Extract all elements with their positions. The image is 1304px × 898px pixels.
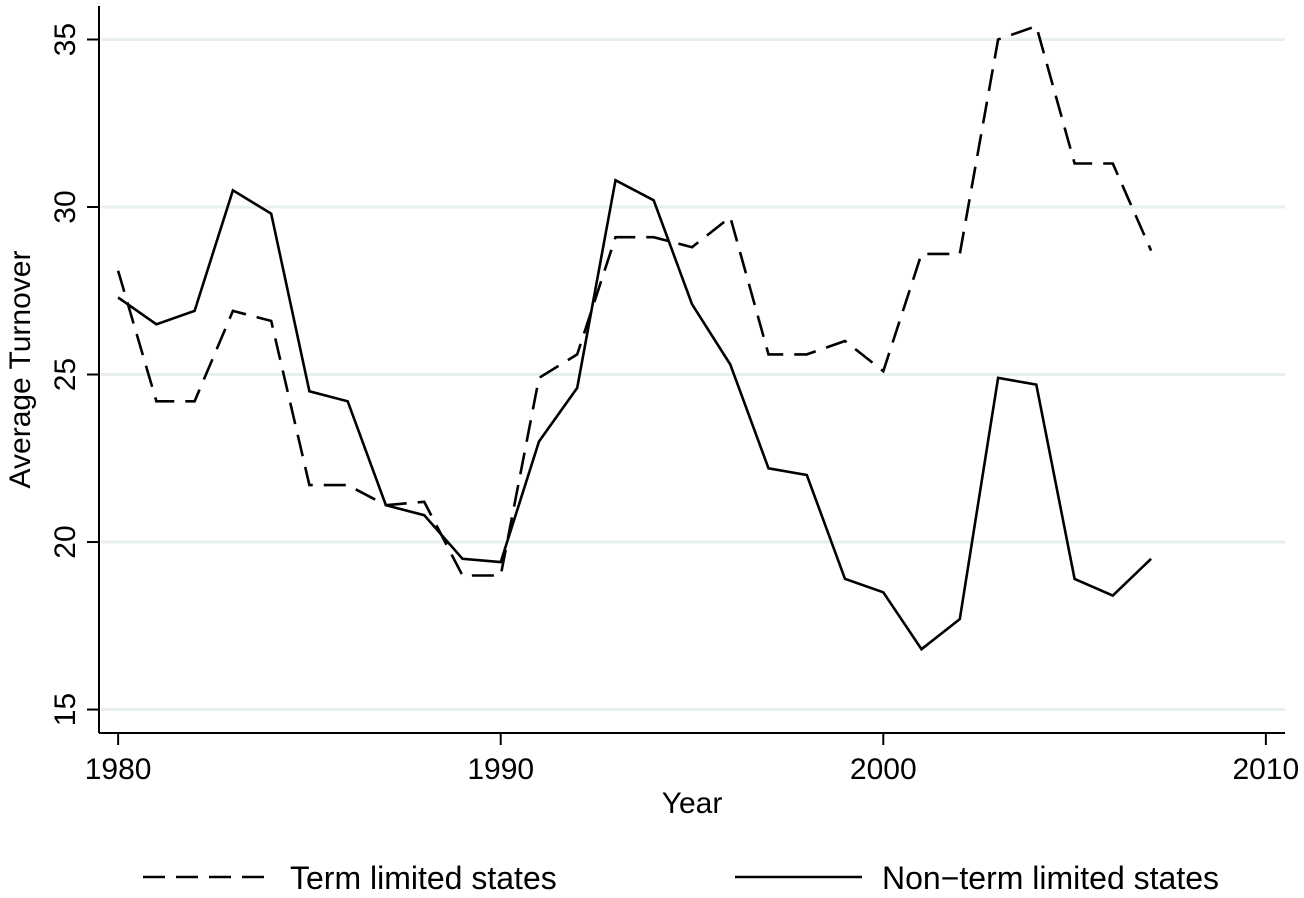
series-line-term-limited <box>116 24 1153 577</box>
series-line-non-term-limited <box>117 178 1153 652</box>
y-tick-label-20: 20 <box>49 525 82 558</box>
y-tick-label-25: 25 <box>49 358 82 391</box>
legend-label-term-limited: Term limited states <box>290 860 557 896</box>
x-tick-label-1980: 1980 <box>85 753 152 786</box>
gridlines <box>101 38 1285 712</box>
x-axis-title: Year <box>662 787 723 820</box>
y-tick-label-15: 15 <box>49 693 82 726</box>
y-tick-label-30: 30 <box>49 190 82 223</box>
y-axis-title: Average Turnover <box>4 251 37 489</box>
y-ticks: 15 20 25 30 35 <box>49 23 99 726</box>
x-ticks: 1980 1990 2000 2010 <box>85 733 1299 786</box>
x-tick-label-2010: 2010 <box>1232 753 1299 786</box>
axes <box>98 6 1285 734</box>
series-group <box>116 24 1153 652</box>
legend: Term limited states Non−term limited sta… <box>143 860 1219 896</box>
x-tick-label-2000: 2000 <box>850 753 917 786</box>
legend-label-non-term-limited: Non−term limited states <box>882 860 1219 896</box>
y-tick-label-35: 35 <box>49 23 82 56</box>
x-tick-label-1990: 1990 <box>467 753 534 786</box>
